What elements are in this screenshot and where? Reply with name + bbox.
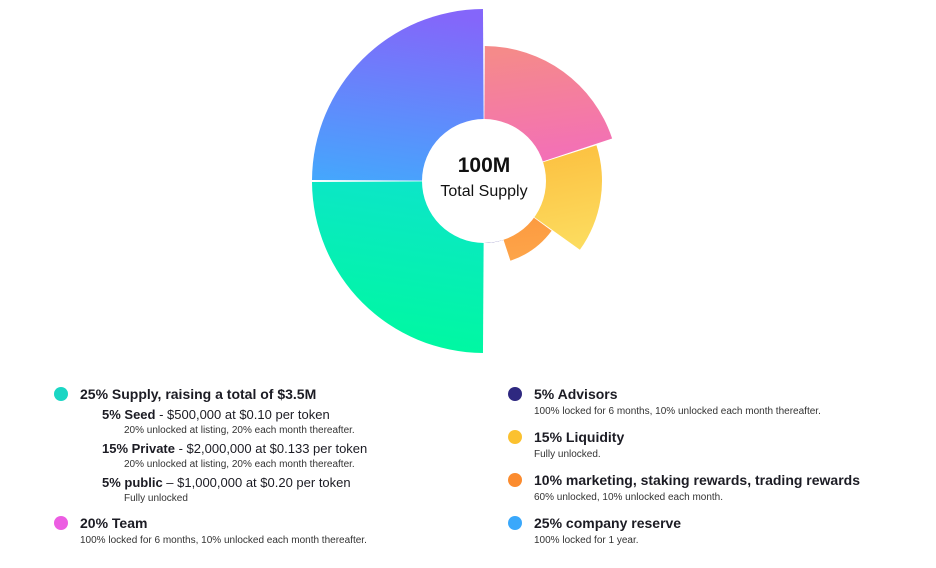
round-seed: 5% Seed - $500,000 at $0.10 per token — [102, 406, 494, 424]
legend-right-column: 5% Advisors 100% locked for 6 months, 10… — [508, 384, 928, 556]
token-allocation-chart: 100M Total Supply — [312, 9, 613, 353]
legend-dot-marketing — [508, 473, 522, 487]
legend-desc-team: 100% locked for 6 months, 10% unlocked e… — [80, 535, 367, 546]
legend-title-marketing: 10% marketing, staking rewards, trading … — [534, 472, 861, 488]
round-private-detail: - $2,000,000 at $0.133 per token — [175, 441, 368, 456]
legend-dot-supply — [54, 387, 68, 401]
legend-desc-liquidity: Fully unlocked. — [534, 449, 601, 460]
legend-left-column: 25% Supply, raising a total of $3.5M 5% … — [54, 384, 494, 556]
legend-item-marketing: 10% marketing, staking rewards, trading … — [508, 470, 928, 505]
legend-dot-reserve — [508, 516, 522, 530]
round-seed-name: 5% Seed — [102, 407, 156, 422]
legend-item-reserve: 25% company reserve 100% locked for 1 ye… — [508, 513, 928, 548]
legend-dot-liquidity — [508, 430, 522, 444]
legend-item-supply: 25% Supply, raising a total of $3.5M 5% … — [54, 384, 494, 505]
legend-desc-reserve: 100% locked for 1 year. — [534, 535, 639, 546]
legend-desc-advisors: 100% locked for 6 months, 10% unlocked e… — [534, 406, 821, 417]
legend-title-team: 20% Team — [80, 515, 148, 531]
round-seed-detail: - $500,000 at $0.10 per token — [155, 407, 330, 422]
round-public-desc: Fully unlocked — [124, 493, 188, 504]
round-public-name: 5% public — [102, 475, 163, 490]
legend-item-team: 20% Team 100% locked for 6 months, 10% u… — [54, 513, 494, 548]
legend-title-liquidity: 15% Liquidity — [534, 429, 625, 445]
legend-title-advisors: 5% Advisors — [534, 386, 618, 402]
round-private-name: 15% Private — [102, 441, 175, 456]
legend-title-supply: 25% Supply, raising a total of $3.5M — [80, 386, 317, 402]
round-private: 15% Private - $2,000,000 at $0.133 per t… — [102, 440, 494, 458]
center-total: 100M — [458, 154, 511, 177]
legend-item-liquidity: 15% Liquidity Fully unlocked. — [508, 427, 928, 462]
round-public: 5% public – $1,000,000 at $0.20 per toke… — [102, 474, 494, 492]
center-label: Total Supply — [440, 183, 527, 200]
center-hole — [422, 119, 546, 243]
legend-dot-team — [54, 516, 68, 530]
legend-item-advisors: 5% Advisors 100% locked for 6 months, 10… — [508, 384, 928, 419]
legend-title-reserve: 25% company reserve — [534, 515, 682, 531]
legend-rounds: 5% Seed - $500,000 at $0.10 per token 20… — [80, 406, 494, 505]
round-private-desc: 20% unlocked at listing, 20% each month … — [124, 459, 355, 470]
round-public-detail: – $1,000,000 at $0.20 per token — [162, 475, 351, 490]
legend-desc-marketing: 60% unlocked, 10% unlocked each month. — [534, 492, 724, 503]
legend-dot-advisors — [508, 387, 522, 401]
round-seed-desc: 20% unlocked at listing, 20% each month … — [124, 425, 355, 436]
